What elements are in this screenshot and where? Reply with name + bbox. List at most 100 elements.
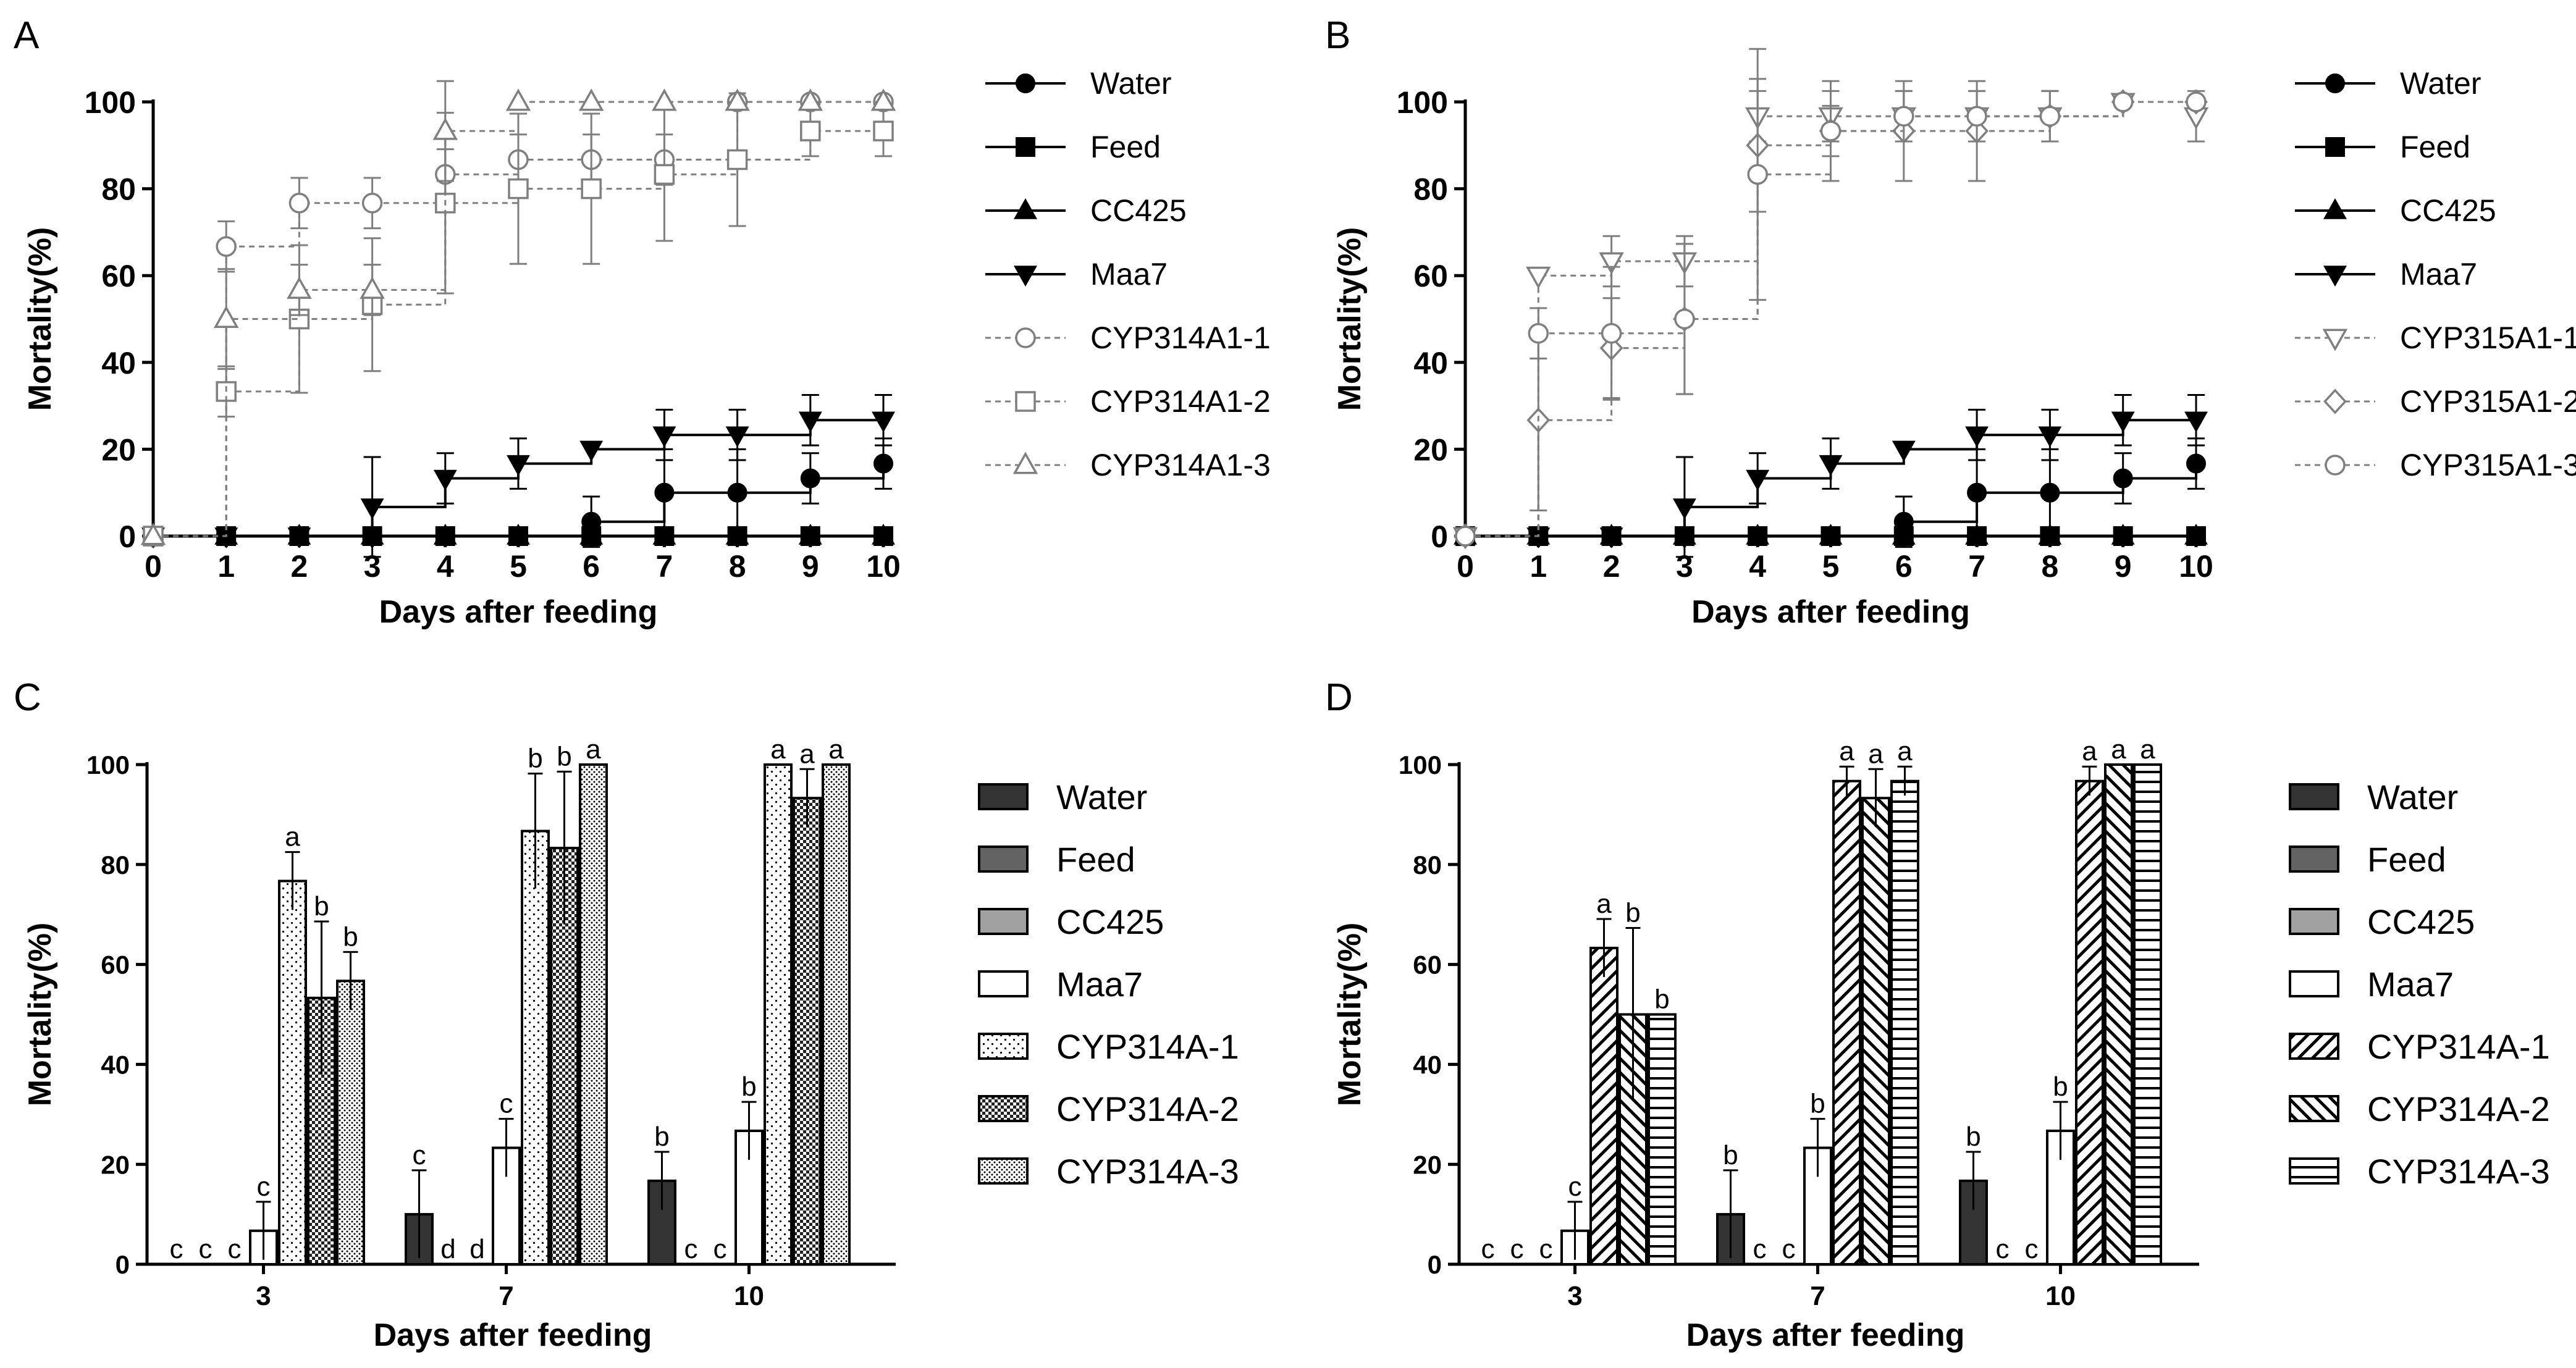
- data-point: [798, 88, 823, 111]
- significance-letter: c: [1568, 1172, 1582, 1202]
- significance-letter: b: [1723, 1140, 1738, 1170]
- legend-marker: [1015, 327, 1036, 348]
- legend-label: CYP314A1-3: [1090, 448, 1271, 482]
- legend-label: CYP314A-1: [1056, 1027, 1239, 1066]
- significance-letter: b: [1810, 1089, 1825, 1119]
- x-tick-label: 4: [1749, 549, 1766, 584]
- legend-item-cyp315a1-2: CYP315A1-2: [2295, 384, 2576, 419]
- legend-label: Maa7: [1056, 965, 1143, 1004]
- y-tick-label: 80: [1413, 850, 1442, 879]
- legend-marker: [2325, 455, 2346, 476]
- y-tick-label: 40: [1413, 346, 1448, 380]
- data-point: [1819, 455, 1843, 476]
- x-tick-label: 8: [729, 549, 746, 584]
- bar-group-day-7: cd dcb b a: [405, 734, 608, 1266]
- legend-label: CC425: [2367, 902, 2475, 941]
- data-point: [654, 164, 675, 185]
- legend-marker: [2323, 266, 2347, 287]
- data-point: [360, 276, 385, 299]
- data-point: [726, 149, 748, 170]
- data-point: [1893, 106, 1914, 127]
- series-cc425: [1454, 523, 2208, 545]
- legend-marker: [2323, 198, 2347, 219]
- x-tick-label: 0: [1457, 549, 1474, 584]
- x-tick-label: 5: [510, 549, 527, 584]
- legend-marker: [2325, 73, 2345, 93]
- legend-label: Feed: [2367, 840, 2446, 879]
- legend: Water Feed CC425 Maa7 CYP314A-1 CYP314A-2 CYP3…: [2289, 778, 2550, 1191]
- legend-marker: [1014, 198, 1037, 219]
- data-point: [2186, 91, 2207, 112]
- x-tick-label: 2: [1603, 549, 1620, 584]
- data-point: [798, 523, 822, 545]
- bar-cyp314a-3: [579, 763, 608, 1265]
- legend-item-water: Water: [2289, 778, 2458, 816]
- data-point: [800, 120, 821, 141]
- y-tick-label: 0: [1431, 519, 1448, 554]
- significance-letter: a: [285, 822, 300, 852]
- legend-marker: [1015, 391, 1036, 412]
- data-point: [1746, 469, 1770, 491]
- significance-letter: b: [1654, 984, 1669, 1015]
- data-point: [505, 88, 531, 111]
- significance-letter: c: [500, 1089, 513, 1119]
- legend-label: Water: [2367, 778, 2458, 816]
- y-tick-label: 100: [1397, 85, 1448, 120]
- legend-label: CYP314A1-2: [1090, 384, 1271, 419]
- data-point: [216, 236, 237, 257]
- data-point: [1965, 426, 1989, 448]
- data-point: [1892, 440, 1916, 462]
- data-point: [2040, 482, 2060, 503]
- legend-swatch: [2289, 1157, 2339, 1185]
- x-tick-label: 10: [866, 549, 901, 584]
- panel-label-c: C: [14, 676, 41, 719]
- data-point: [433, 523, 457, 545]
- significance-letter: c: [1539, 1234, 1553, 1264]
- legend-item-feed: Feed: [2289, 840, 2446, 879]
- significance-letter: c: [228, 1234, 242, 1264]
- legend-label: Water: [2400, 66, 2481, 101]
- x-axis-label: Days after feeding: [379, 594, 658, 630]
- significance-letter: a: [1897, 736, 1913, 766]
- significance-letter: a: [2140, 734, 2155, 765]
- series-maa7: [141, 394, 895, 558]
- data-point: [870, 88, 896, 111]
- data-point: [1820, 120, 1842, 141]
- legend-item-cc425: CC425: [2295, 193, 2496, 228]
- data-point: [1674, 308, 1695, 330]
- significance-letter: b: [557, 741, 571, 771]
- legend-item-cyp314a-3: CYP314A-3: [978, 1152, 1239, 1191]
- data-point: [579, 523, 604, 545]
- x-tick-label: 7: [499, 1281, 513, 1311]
- x-tick-label: 7: [655, 549, 673, 584]
- legend-label: Feed: [1056, 840, 1135, 879]
- y-tick-label: 80: [1413, 172, 1448, 207]
- significance-letter: a: [770, 734, 786, 765]
- significance-letter: a: [799, 739, 815, 769]
- data-point: [508, 178, 529, 199]
- y-tick-label: 20: [1413, 1150, 1442, 1179]
- panel-label-d: D: [1325, 676, 1353, 719]
- x-tick-label: 6: [583, 549, 600, 584]
- data-point: [2184, 411, 2208, 433]
- y-axis-label: Mortality(%): [22, 227, 58, 411]
- bar-cyp314a-2: [2104, 763, 2133, 1265]
- significance-letter: b: [343, 921, 358, 952]
- series-line-cyp315a1-1: [1465, 101, 2197, 537]
- data-point: [652, 88, 677, 111]
- legend-item-maa7: Maa7: [985, 257, 1168, 292]
- data-point: [1746, 523, 1770, 545]
- series-line-cyp315a1-2: [1465, 101, 2196, 537]
- data-point: [1601, 322, 1622, 344]
- bar-group-day-10: bc cba a a: [647, 734, 851, 1265]
- significance-letter: a: [2082, 736, 2097, 766]
- legend-swatch: [978, 970, 1029, 997]
- data-point: [1599, 252, 1624, 275]
- legend-item-feed: Feed: [985, 130, 1161, 164]
- panel-label-b: B: [1325, 14, 1350, 57]
- significance-letter: c: [257, 1172, 271, 1202]
- legend-label: Water: [1056, 778, 1147, 816]
